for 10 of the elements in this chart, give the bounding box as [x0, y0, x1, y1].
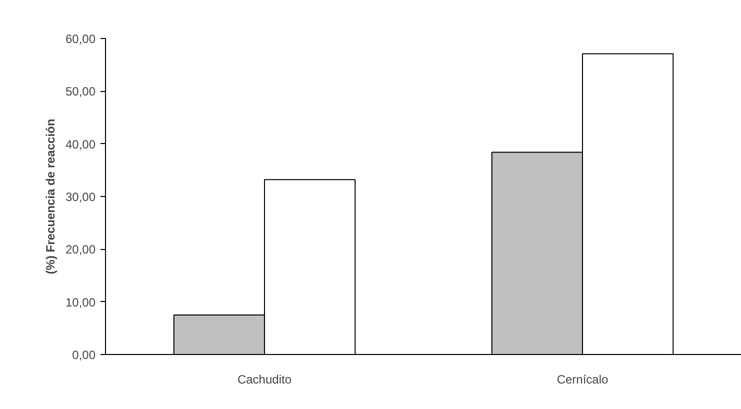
y-tick-label: 20,00 — [65, 242, 96, 257]
y-tick-label: 40,00 — [65, 137, 96, 152]
y-axis-title: (%) Frecuencia de reacción — [43, 118, 58, 274]
x-tick-label: Cernícalo — [556, 372, 609, 386]
y-tick-label: 30,00 — [65, 190, 96, 204]
y-tick-label: 0,00 — [72, 348, 96, 362]
y-tick-label: 60,00 — [65, 32, 96, 46]
y-tick-label: 50,00 — [65, 84, 96, 99]
x-tick-label: Cachudito — [237, 372, 292, 386]
y-tick-label: 10,00 — [65, 295, 96, 310]
